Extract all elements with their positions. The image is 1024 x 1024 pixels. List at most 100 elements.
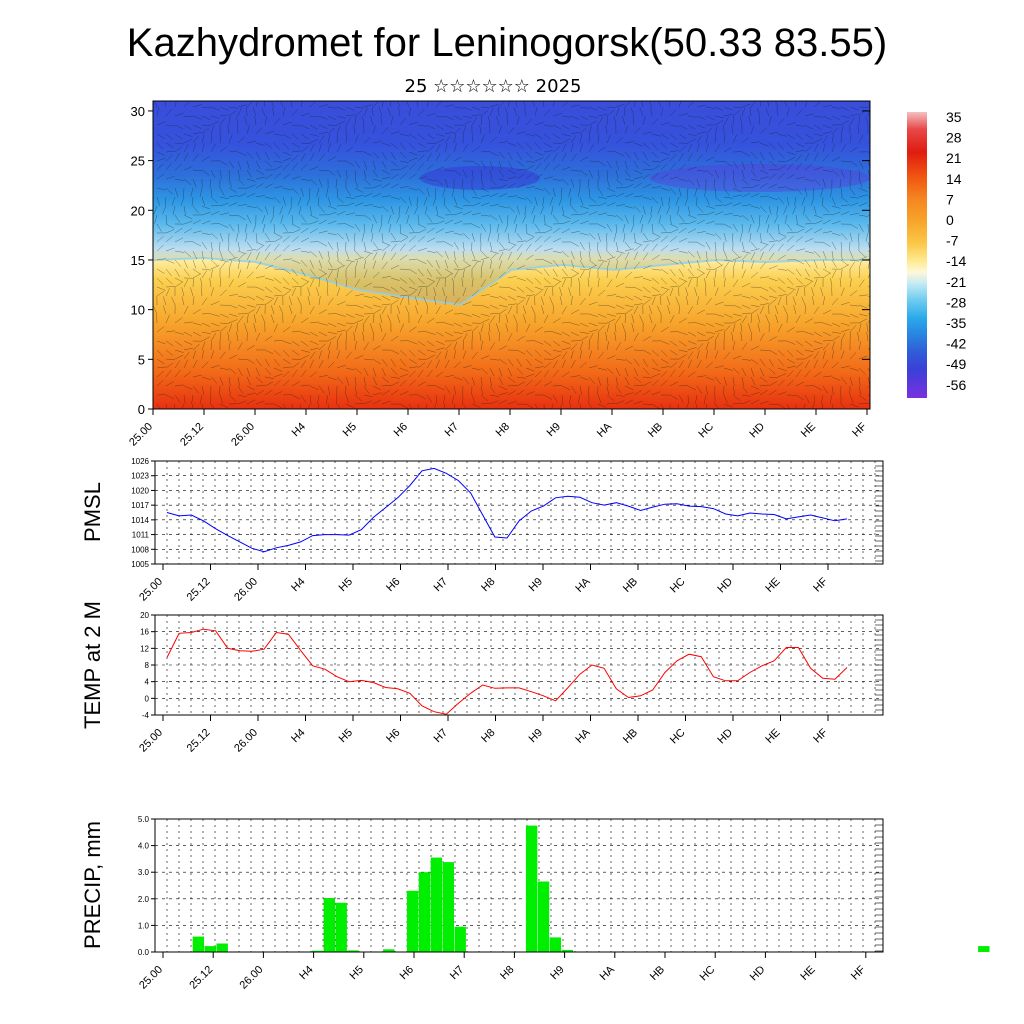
wind-barb (444, 115, 454, 120)
wind-barb (561, 205, 565, 215)
wind-barb (264, 243, 271, 252)
wind-barb (865, 116, 869, 126)
wind-barb (451, 394, 455, 404)
wind-barb (804, 394, 810, 404)
wind-barb (552, 101, 556, 108)
wind-barb (273, 349, 281, 357)
wind-barb (165, 394, 175, 400)
wind-barb (597, 196, 607, 199)
wind-barb (345, 223, 355, 229)
wind-barb (660, 196, 664, 206)
wind-barb (624, 345, 634, 351)
wind-barb (246, 385, 256, 391)
wind-barb (255, 142, 265, 146)
wind-barb (831, 211, 841, 216)
wind-barb (300, 281, 309, 288)
wind-barb (504, 223, 509, 233)
wind-barb (507, 169, 517, 175)
wind-barb (300, 349, 310, 353)
wind-barb (318, 169, 329, 172)
x-tick-label: H4 (297, 964, 315, 982)
wind-barb (633, 195, 643, 198)
wind-barb (201, 220, 211, 225)
wind-barb (813, 166, 823, 171)
wind-barb (399, 254, 408, 261)
wind-barb (498, 141, 508, 144)
wind-barb (777, 237, 786, 243)
wind-barb (471, 394, 476, 404)
wind-barb (371, 232, 374, 242)
wind-barb (489, 160, 494, 170)
wind-barb (417, 287, 422, 297)
wind-barb (282, 286, 292, 291)
wind-barb (570, 241, 579, 247)
wind-barb (624, 304, 634, 308)
wind-barb (183, 115, 194, 118)
wind-barb (858, 323, 862, 333)
wind-barb (307, 296, 311, 306)
wind-barb (540, 205, 545, 215)
wind-barb (471, 313, 481, 318)
wind-barb (561, 220, 571, 225)
wind-barb (318, 131, 328, 135)
wind-barb (156, 173, 165, 180)
wind-barb (381, 332, 387, 342)
wind-barb (480, 187, 490, 193)
wind-barb (379, 314, 383, 324)
wind-barb (309, 152, 315, 162)
wind-barb (831, 385, 834, 395)
wind-barb (777, 268, 787, 271)
wind-barb (732, 260, 736, 270)
wind-barb (228, 257, 238, 261)
wind-barb (633, 295, 643, 301)
wind-barb (543, 150, 553, 153)
wind-barb (552, 237, 562, 243)
wind-barb (794, 196, 797, 206)
wind-barb (453, 376, 463, 381)
wind-barb (792, 205, 797, 215)
wind-barb (209, 178, 212, 188)
wind-barb (228, 367, 237, 374)
wind-barb (705, 341, 709, 351)
wind-barb (408, 235, 416, 243)
wind-barb (525, 133, 535, 137)
wind-barb (443, 394, 446, 404)
wind-barb (561, 278, 566, 288)
wind-barb (705, 269, 711, 279)
wind-barb (156, 349, 164, 357)
wind-barb (244, 223, 248, 233)
wind-barb (399, 237, 408, 243)
wind-barb (867, 394, 870, 396)
wind-barb (192, 178, 197, 188)
wind-barb (732, 279, 739, 288)
wind-barb (246, 295, 256, 301)
wind-barb (543, 142, 553, 148)
wind-barb (813, 268, 820, 277)
wind-barb (804, 268, 810, 277)
wind-barb (821, 394, 824, 404)
wind-barb (272, 205, 275, 215)
wind-barb (280, 214, 284, 224)
wind-barb (228, 319, 238, 324)
wind-barb (804, 145, 812, 153)
precip-bar (549, 937, 562, 952)
wind-barb (191, 394, 194, 404)
wind-barb (471, 212, 481, 216)
wind-barb (651, 391, 661, 396)
wind-barb (777, 186, 787, 189)
wind-barb (678, 113, 688, 117)
wind-barb (759, 400, 769, 405)
wind-barb (372, 214, 377, 224)
wind-barb (444, 219, 454, 225)
wind-barb (273, 223, 275, 234)
wind-barb (399, 160, 409, 163)
wind-barb (740, 323, 743, 333)
wind-barb (822, 343, 830, 351)
wind-barb (588, 313, 598, 317)
wind-barb (605, 125, 608, 135)
wind-barb (849, 304, 859, 307)
wind-barb (768, 168, 779, 171)
wind-barb (822, 250, 827, 260)
wind-barb (542, 101, 545, 108)
wind-barb (201, 350, 204, 360)
